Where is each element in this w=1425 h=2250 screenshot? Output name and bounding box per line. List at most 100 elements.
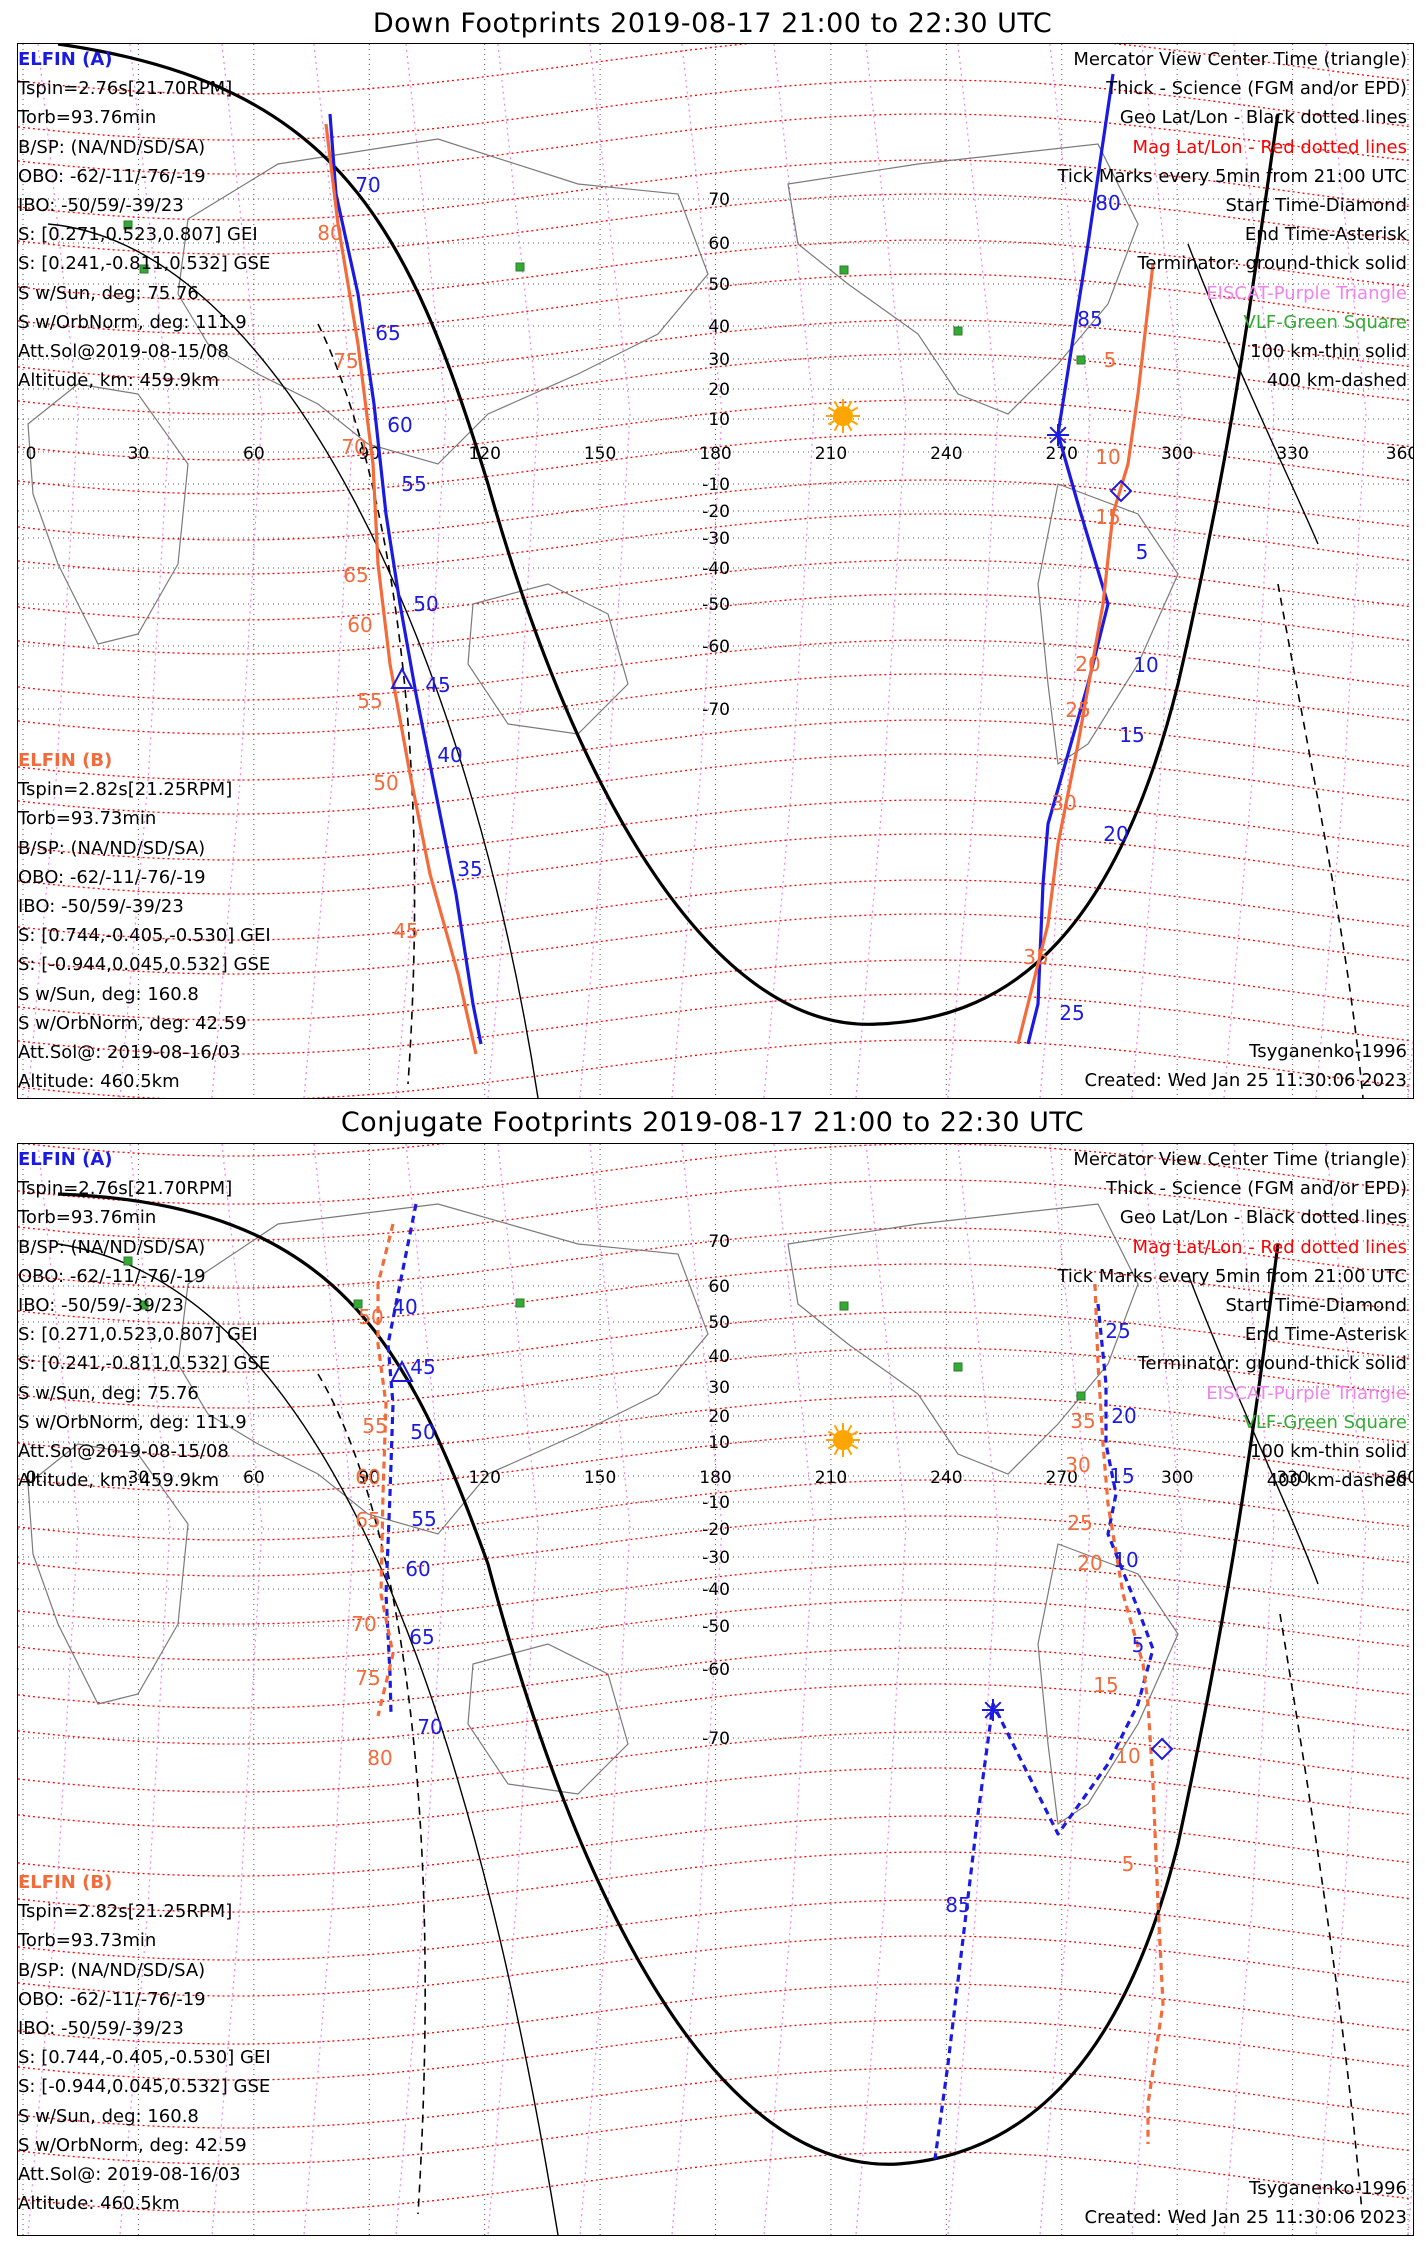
elfin-a-name: ELFIN (A) [18,49,113,70]
africa-outline [27,1443,189,1705]
vlf-station-square [515,1298,525,1308]
legend-item: Terminator: ground-thick solid [1137,1353,1407,1375]
latitude-tick-label: -50 [702,1617,730,1637]
elfin-b-line: Torb=93.73min [18,808,157,830]
vlf-station-square [1076,355,1086,365]
legend-item: Mag Lat/Lon - Red dotted lines [1132,1236,1407,1258]
sun-ray [833,424,839,432]
track-b-tick-label: 15 [1093,1673,1118,1697]
legend-item: End Time-Asterisk [1244,224,1407,246]
africa-outline [27,383,189,645]
track-a-tick-label: 60 [387,413,412,437]
latitude-tick-label: -40 [702,1580,730,1600]
track-b-tick-label: 65 [343,563,368,587]
elfin-a-line: OBO: -62/-11/-76/-19 [18,165,206,187]
eurasia-outline [177,1203,709,1535]
track-b-tick-label: 25 [1067,1511,1092,1535]
track-b-tick-label: 25 [1065,698,1090,722]
terminator-100km-line [57,1243,1319,2235]
mag-longitude-line [1131,1144,1183,2235]
end-time-asterisk-marker [984,1701,1002,1719]
mag-longitude-line [579,1144,631,2235]
track-a-tick-label: 50 [410,1420,435,1444]
legend-item: Terminator: ground-thick solid [1137,253,1407,275]
legend-item: VLF-Green Square [1243,311,1407,333]
legend-item: Start Time-Diamond [1225,1295,1407,1317]
model-label: Tsyganenko-1996 [1249,2178,1407,2199]
elfin-b-name: ELFIN (B) [18,750,113,771]
sun-ray [833,1424,839,1432]
latitude-tick-label: -30 [702,529,730,549]
north-america-outline [787,143,1139,415]
australia-outline [467,1643,629,1795]
map-legend: Mercator View Center Time (triangle) Thi… [1057,45,1407,395]
elfin-b-track-south [1016,263,1155,1045]
terminator-ground-line [57,1192,1280,2166]
latitude-tick-label: -10 [702,1493,730,1513]
track-a-tick-label: 80 [1095,191,1120,215]
elfin-b-line: S: [-0.944,0.045,0.532] GSE [18,954,271,976]
latitude-tick-label: 20 [708,380,730,400]
center-time-triangle-marker [390,1359,414,1382]
vlf-station-square [139,264,149,274]
track-b-tick-label: 60 [355,1465,380,1489]
elfin-b-line: Altitude: 460.5km [18,2193,180,2215]
elfin-a-line: IBO: -50/59/-39/23 [18,195,184,217]
map-canvas-down: 0 30 60 90 120 150 180 210 240 270 300 330 360 70 60 50… [18,44,1413,1098]
latitude-tick-label: -40 [702,559,730,579]
start-time-diamond-marker [1150,1737,1174,1761]
mag-longitude-line [579,44,631,1098]
sun-ray [847,400,853,408]
elfin-a-line: Tspin=2.76s[21.70RPM] [18,78,233,100]
longitude-tick-label: 330 [1276,444,1308,464]
elfin-b-track-north [376,1223,395,1717]
elfin-a-track-south [1026,73,1115,1045]
elfin-b-line: B/SP: (NA/ND/SD/SA) [18,1959,206,1981]
longitude-tick-label: 120 [468,1468,500,1488]
sun-ray [851,406,859,412]
elfin-b-line: Att.Sol@: 2019-08-16/03 [18,1042,241,1064]
track-a-tick-label: 10 [1113,1548,1138,1572]
terminator-400km-line [317,323,416,1085]
latitude-tick-label: 60 [708,234,730,254]
track-a-tick-label: 70 [417,1715,442,1739]
elfin-b-line: S w/OrbNorm, deg: 42.59 [18,2134,247,2156]
elfin-a-line: S w/OrbNorm, deg: 111.9 [18,1411,247,1433]
sun-ray [833,1448,839,1456]
latitude-tick-label: -20 [702,502,730,522]
longitude-tick-label: 270 [1046,444,1078,464]
track-b-tick-label: 75 [333,349,358,373]
elfin-b-line: S w/Sun, deg: 160.8 [18,2105,199,2127]
longitude-tick-label: 180 [699,1468,731,1488]
latitude-tick-label: 60 [708,1277,730,1297]
created-label: Created: Wed Jan 25 11:30:06 2023 [1084,2207,1407,2228]
track-b-tick-label: 50 [358,1305,383,1329]
sun-ray [851,1444,859,1450]
sun-ray [827,1430,835,1436]
vlf-station-square [123,220,133,230]
legend-item: Mercator View Center Time (triangle) [1073,49,1407,70]
elfin-b-line: IBO: -50/59/-39/23 [18,896,184,918]
elfin-b-line: S w/OrbNorm, deg: 42.59 [18,1012,247,1034]
mag-longitude-line [211,1144,263,2235]
legend-item: End Time-Asterisk [1244,1324,1407,1346]
track-b-tick-label: 35 [1070,1409,1095,1433]
longitude-tick-label: 210 [815,444,847,464]
elfin-b-line: Torb=93.73min [18,1930,157,1952]
elfin-b-info: ELFIN (B) Tspin=2.82s[21.25RPM] Torb=93.… [18,746,271,1096]
legend-item: Thick - Science (FGM and/or EPD) [1106,78,1407,100]
elfin-a-line: Att.Sol@2019-08-15/08 [18,1441,229,1463]
map-legend: Mercator View Center Time (triangle) Thi… [1057,1145,1407,1495]
mag-longitude-line [671,1144,723,2235]
mag-longitude-line [395,1144,447,2235]
latitude-tick-label: 70 [708,190,730,210]
track-b-tick-label: 15 [1095,505,1120,529]
elfin-a-line: S w/Sun, deg: 75.76 [18,1382,199,1404]
longitude-tick-label: 210 [815,1468,847,1488]
legend-item: Geo Lat/Lon - Black dotted lines [1119,107,1407,129]
elfin-a-info: ELFIN (A) Tspin=2.76s[21.70RPM] Torb=93.… [18,1145,270,1495]
mag-longitude-line [1407,1034,1413,1098]
elfin-b-line: OBO: -62/-11/-76/-19 [18,1988,206,2010]
legend-item: 400 km-dashed [1266,1470,1407,1492]
legend-item: Mag Lat/Lon - Red dotted lines [1132,136,1407,158]
